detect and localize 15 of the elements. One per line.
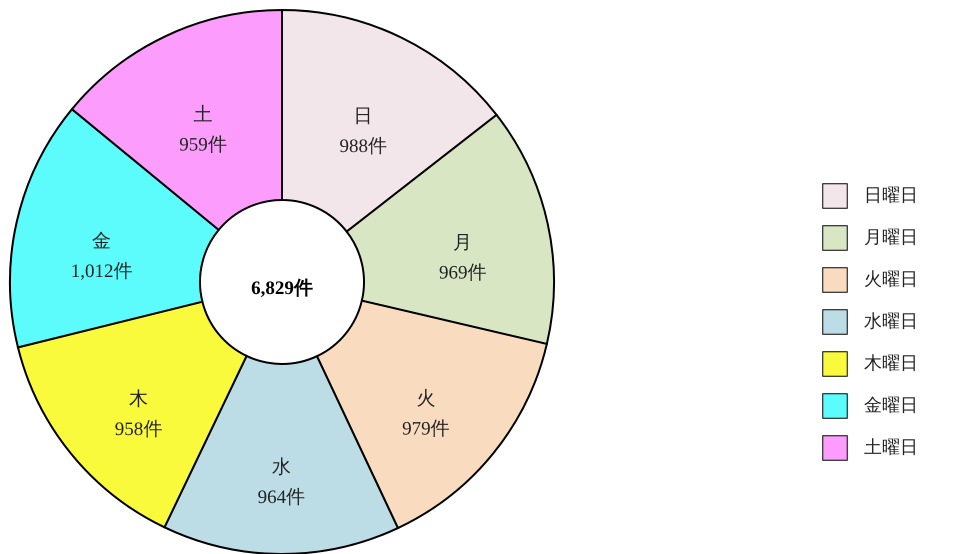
legend-label: 月曜日 — [864, 227, 918, 247]
data-label: 月 969件 — [438, 232, 486, 284]
data-label: 金 1,012件 — [70, 231, 132, 282]
data-label: 土 959件 — [179, 104, 227, 156]
legend-label: 日曜日 — [864, 185, 918, 205]
legend-label: 水曜日 — [864, 311, 918, 331]
text: 6,829件 — [251, 278, 313, 299]
legend-label: 金曜日 — [864, 395, 918, 415]
data-label: 日 988件 — [339, 106, 387, 157]
legend-label: 木曜日 — [864, 353, 918, 373]
legend-label: 土曜日 — [864, 437, 918, 457]
data-label: 水 964件 — [258, 457, 306, 508]
legend-label: 火曜日 — [864, 269, 918, 289]
data-label: 火 979件 — [402, 388, 450, 440]
data-label: 木 958件 — [114, 388, 162, 440]
